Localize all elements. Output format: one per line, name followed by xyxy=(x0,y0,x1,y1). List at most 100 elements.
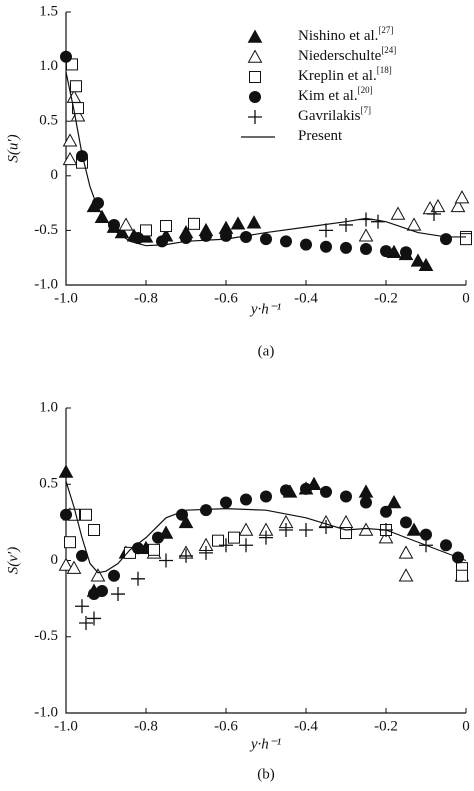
model-line xyxy=(65,481,467,574)
legend-label: Kim et al.[20] xyxy=(298,85,373,104)
x-tick-label: -0.2 xyxy=(374,718,398,734)
marker xyxy=(280,484,292,497)
x-tick-label: -1.0 xyxy=(54,718,78,734)
legend-ref: [18] xyxy=(377,65,392,75)
marker xyxy=(200,504,212,517)
marker xyxy=(319,519,333,534)
marker xyxy=(320,485,332,498)
y-axis-label: S(u′) xyxy=(5,134,21,162)
y-tick-label: -0.5 xyxy=(34,222,58,238)
legend-label: Nishino et al.[27] xyxy=(298,25,393,44)
model-line xyxy=(65,71,466,247)
marker xyxy=(108,569,120,582)
marker xyxy=(339,217,353,232)
legend-name: Kreplin et al. xyxy=(298,68,377,84)
legend-name: Present xyxy=(298,128,343,144)
marker xyxy=(406,522,422,536)
marker xyxy=(108,218,120,231)
marker xyxy=(358,522,374,536)
x-tick-label: -0.8 xyxy=(134,718,158,734)
legend-label: Kreplin et al.[18] xyxy=(298,65,392,84)
x-tick-label: -0.2 xyxy=(374,290,398,306)
marker xyxy=(454,190,470,204)
marker xyxy=(398,568,414,582)
marker xyxy=(418,257,434,272)
marker xyxy=(400,246,412,259)
marker xyxy=(338,514,354,529)
marker xyxy=(358,484,374,498)
marker xyxy=(249,91,261,103)
marker xyxy=(179,548,193,563)
marker xyxy=(176,508,188,521)
y-tick-label: 1.0 xyxy=(39,58,58,74)
marker xyxy=(440,233,452,246)
marker xyxy=(260,490,272,503)
marker xyxy=(62,151,78,166)
marker xyxy=(460,233,472,246)
marker xyxy=(66,89,82,103)
legend-ref: [27] xyxy=(378,25,393,35)
y-axis-label: S(v′) xyxy=(5,547,21,574)
marker xyxy=(60,50,72,63)
marker xyxy=(230,216,246,230)
marker xyxy=(72,102,84,115)
marker xyxy=(131,571,145,586)
x-tick-label: -1.0 xyxy=(54,290,78,306)
marker xyxy=(60,508,72,521)
y-tick-label: 0.5 xyxy=(39,476,58,492)
marker xyxy=(90,568,106,582)
legend-name: Niederschulte xyxy=(298,48,382,64)
marker xyxy=(228,531,240,544)
x-tick-label: -0.8 xyxy=(134,290,158,306)
y-tick-label: 0.5 xyxy=(39,113,58,129)
marker xyxy=(152,531,164,544)
x-tick-label: 0 xyxy=(462,290,470,306)
marker xyxy=(62,133,78,147)
x-tick-label: 0 xyxy=(462,718,470,734)
marker xyxy=(239,538,253,553)
marker xyxy=(247,49,263,63)
marker xyxy=(240,230,252,243)
legend-label: Present xyxy=(298,128,343,144)
y-tick-label: 1.0 xyxy=(39,399,58,415)
marker xyxy=(66,58,78,71)
marker xyxy=(427,207,441,222)
marker xyxy=(159,553,173,568)
marker xyxy=(440,539,452,552)
marker xyxy=(140,224,152,237)
marker xyxy=(319,223,333,238)
marker xyxy=(132,232,144,245)
marker xyxy=(247,29,263,43)
marker xyxy=(96,585,108,597)
marker xyxy=(220,496,232,509)
marker xyxy=(380,505,392,518)
marker xyxy=(300,482,312,495)
marker xyxy=(148,543,160,556)
marker xyxy=(248,110,262,124)
marker xyxy=(299,523,313,537)
marker xyxy=(320,240,332,253)
marker xyxy=(249,71,261,83)
marker xyxy=(420,528,432,541)
marker xyxy=(200,229,212,242)
legend-label: Niederschulte[24] xyxy=(298,45,396,64)
marker xyxy=(220,229,232,242)
x-tick-label: -0.6 xyxy=(214,718,238,734)
marker xyxy=(340,490,352,503)
legend-label: Gavrilakis[7] xyxy=(298,105,371,124)
marker xyxy=(279,523,293,537)
legend-ref: [7] xyxy=(360,105,371,115)
marker xyxy=(114,225,130,239)
marker xyxy=(398,545,414,559)
marker xyxy=(219,538,233,553)
y-tick-label: 0 xyxy=(51,167,59,183)
marker xyxy=(88,524,100,536)
marker xyxy=(111,587,125,602)
marker xyxy=(212,534,224,547)
x-tick-label: -0.6 xyxy=(214,290,238,306)
y-tick-label: -1.0 xyxy=(34,704,58,720)
x-axis-label: y·h⁻¹ xyxy=(249,736,282,752)
marker xyxy=(450,198,466,213)
marker xyxy=(360,242,372,255)
